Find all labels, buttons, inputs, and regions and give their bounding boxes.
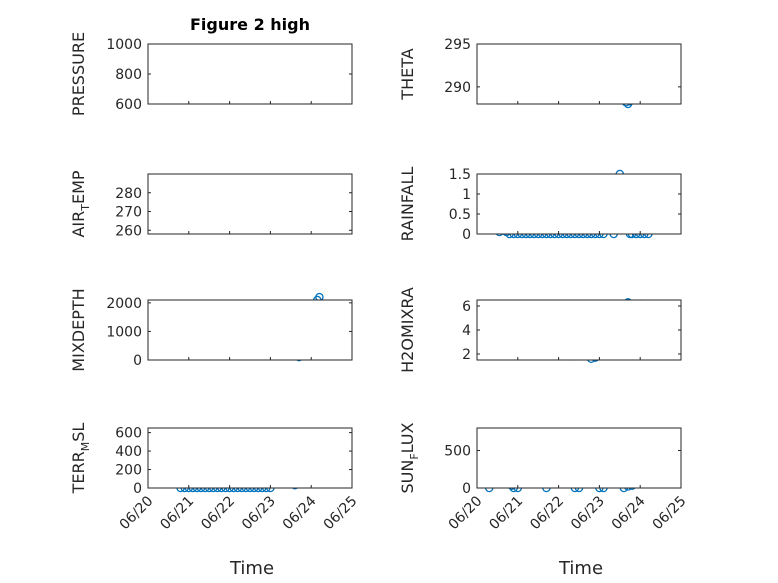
- axes-frame: [147, 43, 353, 105]
- y-tick-label: 200: [115, 463, 142, 479]
- x-axis-label: Time: [558, 558, 603, 579]
- y-tick-label: 4: [462, 323, 471, 339]
- axes-frame: [476, 427, 682, 489]
- axes-frame: [476, 43, 682, 105]
- y-tick-label: 0: [462, 481, 471, 497]
- axes-frame: [147, 299, 353, 361]
- y-tick-label: 0: [462, 227, 471, 243]
- panel-air-temp: 260 270 280 AIRTEMP: [69, 170, 353, 239]
- y-axis-label: AIRTEMP: [69, 170, 92, 237]
- y-tick-label: 2000: [106, 296, 142, 312]
- y-tick-label: 800: [115, 67, 142, 83]
- y-tick-label: 6: [462, 299, 471, 315]
- y-tick-label: 600: [115, 426, 142, 442]
- y-axis-label: MIXDEPTH: [69, 288, 88, 371]
- y-axis-label: H2OMIXRA: [398, 287, 417, 373]
- y-tick-label: 600: [115, 97, 142, 113]
- axes-frame: [476, 173, 682, 235]
- y-tick-label: 270: [115, 205, 142, 221]
- panel-mixdepth: 0 1000 2000 MIXDEPTH: [69, 288, 353, 372]
- y-tick-label: 1.5: [449, 167, 471, 183]
- panel-pressure: 600 800 1000 PRESSURE: [69, 32, 353, 116]
- y-tick-label: 1000: [106, 324, 142, 340]
- y-tick-label: 1000: [106, 37, 142, 53]
- axes-frame: [147, 427, 353, 489]
- y-tick-label: 2: [462, 347, 471, 363]
- y-tick-label: 290: [444, 80, 471, 96]
- y-axis-label: PRESSURE: [69, 32, 88, 116]
- y-axis-label: TERRMSL: [69, 423, 92, 495]
- y-axis-label: THETA: [398, 48, 417, 100]
- x-axis-label: Time: [229, 558, 274, 579]
- y-tick-label: 0: [133, 481, 142, 497]
- y-tick-label: 0.5: [449, 207, 471, 223]
- figure-title: Figure 2 high: [190, 15, 310, 34]
- panel-theta: 290 295 THETA: [398, 37, 682, 109]
- axes-frame: [147, 173, 353, 235]
- axes-frame: [476, 299, 682, 361]
- panel-rainfall: 0 0.5 1 1.5 RAINFALL: [398, 167, 682, 243]
- panel-h2omixra: 2 4 6 H2OMIXRA: [398, 287, 682, 373]
- y-tick-label: 280: [115, 186, 142, 202]
- y-tick-label: 1: [462, 187, 471, 203]
- y-axis-label: RAINFALL: [398, 167, 417, 242]
- y-axis-label: SUNFLUX: [398, 422, 421, 493]
- y-tick-label: 400: [115, 444, 142, 460]
- y-tick-label: 295: [444, 37, 471, 53]
- y-tick-label: 260: [115, 223, 142, 239]
- y-tick-label: 500: [444, 444, 471, 460]
- y-tick-label: 0: [133, 353, 142, 369]
